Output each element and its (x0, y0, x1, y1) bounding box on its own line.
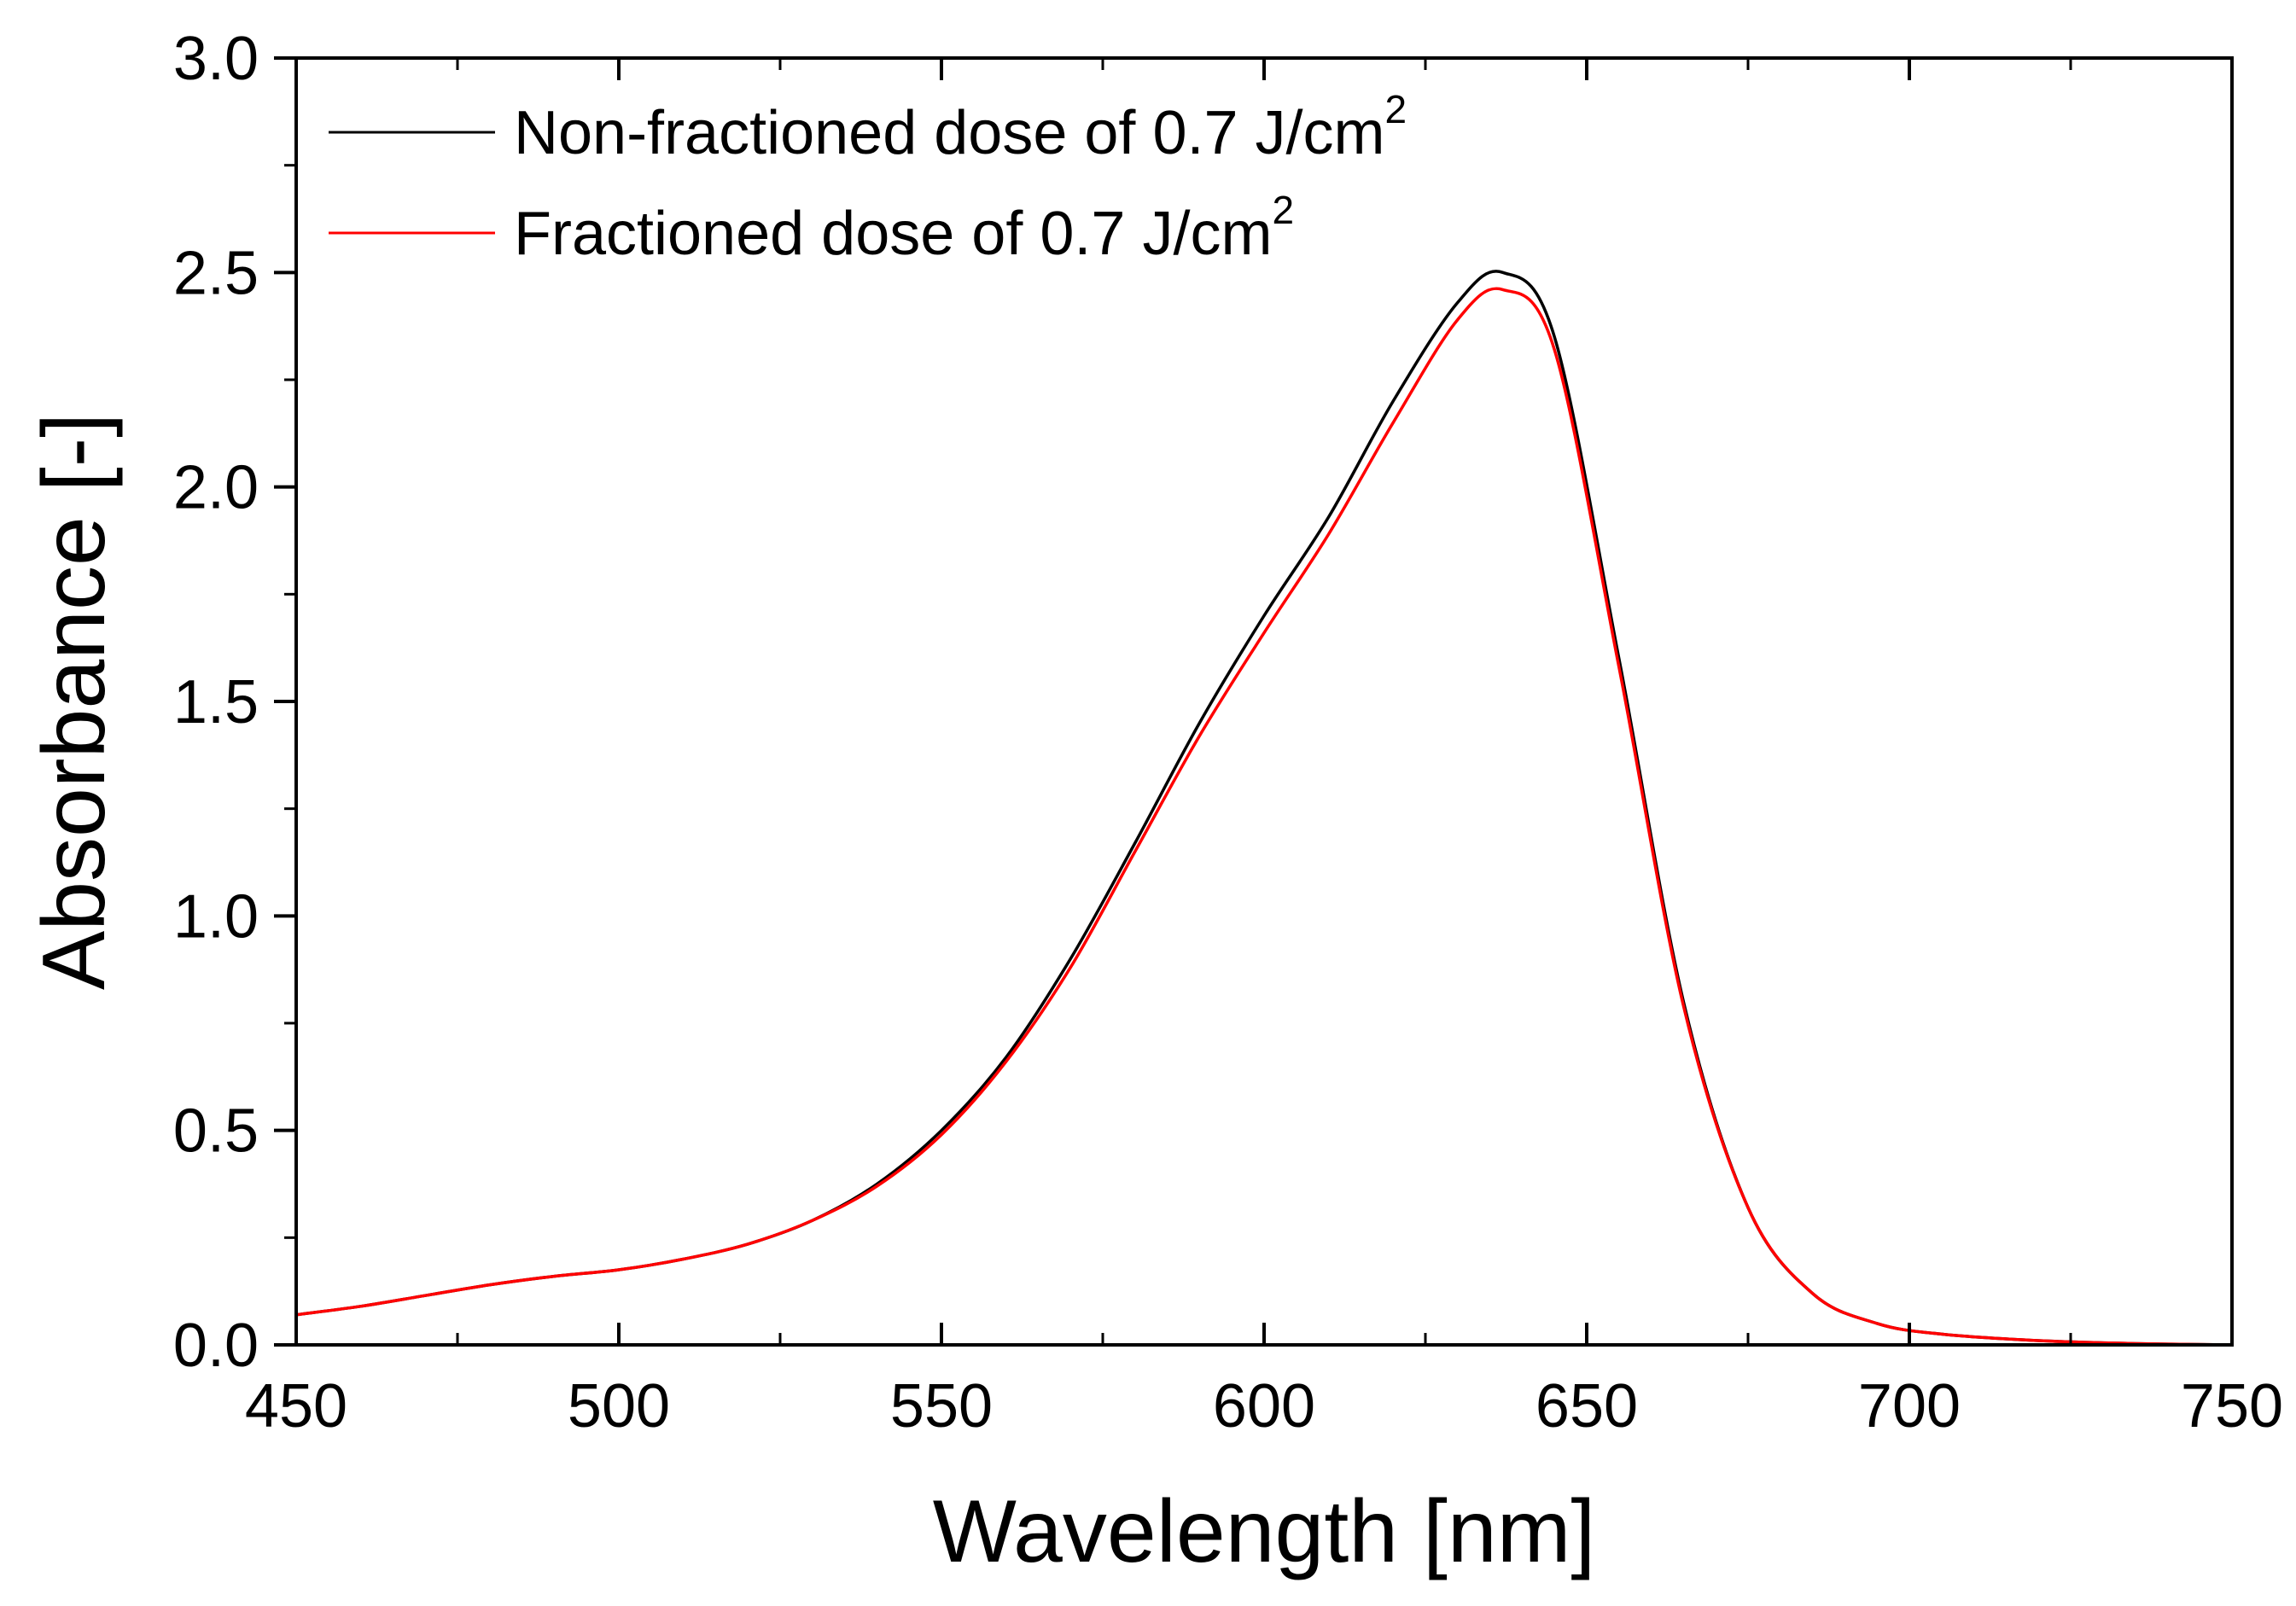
x-tick-label: 450 (245, 1372, 347, 1440)
x-tick-label: 750 (2181, 1372, 2283, 1440)
y-tick-label: 0.5 (173, 1097, 259, 1166)
y-tick-label: 3.0 (173, 25, 259, 93)
x-tick-label: 550 (890, 1372, 993, 1440)
legend-label-non-fractioned: Non-fractioned dose of 0.7 J/cm2 (514, 87, 1407, 167)
series-layer (294, 270, 2234, 1347)
y-tick-label: 2.5 (173, 239, 259, 307)
legend-label-fractioned-superscript: 2 (1272, 188, 1294, 232)
y-tick-label: 1.5 (173, 668, 259, 736)
legend-label-fractioned: Fractioned dose of 0.7 J/cm2 (514, 188, 1294, 268)
y-tick-label: 0.0 (173, 1312, 259, 1380)
x-tick-label: 650 (1536, 1372, 1638, 1440)
tick-labels-layer: 450 500 550 600 650 700 750 0.0 0.5 1.0 1.5 2.0 2.5 3… (173, 25, 2283, 1440)
x-tick-label: 700 (1858, 1372, 1961, 1440)
y-tick-label: 1.0 (173, 882, 259, 951)
y-tick-label: 2.0 (173, 454, 259, 522)
x-axis-title: Wavelength [nm] (933, 1482, 1596, 1581)
series-line-fractioned (294, 287, 2234, 1347)
x-tick-label: 500 (568, 1372, 670, 1440)
y-axis-title: Absorbance [-] (25, 413, 124, 990)
x-tick-label: 600 (1213, 1372, 1315, 1440)
legend-label-non-fractioned-superscript: 2 (1385, 87, 1407, 131)
legend: Non-fractioned dose of 0.7 J/cm2 Fractio… (329, 87, 1407, 268)
legend-label-non-fractioned-text: Non-fractioned dose of 0.7 J/cm (514, 99, 1385, 167)
legend-label-fractioned-text: Fractioned dose of 0.7 J/cm (514, 200, 1272, 268)
ticks-layer (274, 56, 2234, 1347)
